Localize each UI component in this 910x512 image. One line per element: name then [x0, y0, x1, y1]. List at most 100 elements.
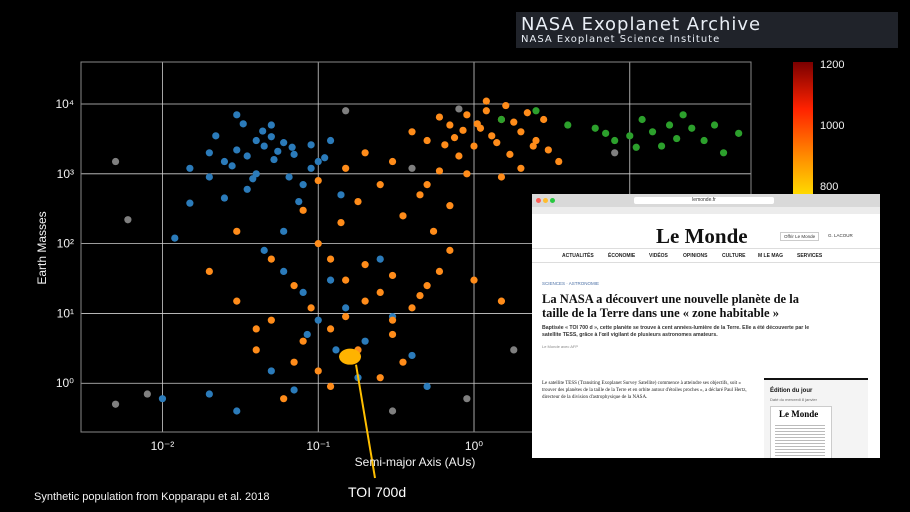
- data-point: [388, 316, 397, 324]
- data-point: [342, 313, 350, 321]
- data-point: [361, 261, 369, 269]
- y-tick-label: 10⁰: [56, 376, 74, 390]
- data-point: [252, 136, 260, 145]
- x-tick-label: 10⁰: [465, 439, 483, 453]
- breadcrumb: SCIENCES · ASTRONOMIE: [542, 281, 600, 286]
- data-point: [186, 164, 194, 172]
- data-point: [517, 128, 525, 136]
- data-point: [361, 337, 369, 345]
- data-point: [299, 206, 307, 214]
- data-point: [388, 407, 397, 415]
- data-point: [243, 185, 251, 193]
- data-point: [252, 325, 260, 333]
- data-point: [611, 149, 619, 157]
- data-point: [532, 107, 540, 115]
- data-point: [299, 181, 307, 189]
- data-point: [267, 255, 275, 263]
- data-point: [602, 129, 610, 137]
- banner-subtitle: NASA Exoplanet Science Institute: [521, 34, 721, 45]
- article-body: Le satellite TESS (Transiting Exoplanet …: [542, 381, 747, 400]
- data-point: [212, 132, 220, 140]
- data-point: [332, 346, 340, 354]
- toi-highlight-point: [339, 348, 362, 365]
- data-point: [376, 181, 384, 189]
- data-point: [267, 367, 275, 375]
- data-point: [205, 390, 213, 398]
- data-point: [205, 267, 213, 275]
- data-point: [307, 164, 315, 172]
- data-point: [228, 162, 236, 170]
- data-point: [665, 121, 674, 129]
- data-point: [299, 337, 307, 345]
- data-point: [470, 142, 478, 150]
- data-point: [564, 121, 572, 129]
- source-caption: Synthetic population from Kopparapu et a…: [34, 491, 270, 503]
- article-meta: Le Monde avec AFP: [542, 344, 579, 349]
- data-point: [450, 134, 459, 142]
- data-point: [399, 212, 407, 220]
- data-point: [529, 142, 537, 150]
- data-point: [326, 325, 335, 333]
- data-point: [290, 150, 298, 158]
- y-axis-label: Earth Masses: [35, 211, 49, 284]
- y-tick-label: 10²: [57, 237, 74, 251]
- data-point: [267, 121, 275, 129]
- data-point: [463, 111, 471, 119]
- data-point: [502, 101, 510, 110]
- data-point: [611, 136, 619, 145]
- data-point: [270, 155, 278, 164]
- toi-pointer-line: [355, 364, 376, 479]
- data-point: [342, 164, 350, 172]
- data-point: [446, 246, 454, 254]
- data-point: [719, 149, 728, 157]
- data-point: [280, 139, 288, 147]
- data-point: [482, 97, 490, 105]
- y-tick-label: 10⁴: [55, 97, 74, 111]
- data-point: [243, 152, 251, 160]
- data-point: [307, 304, 315, 312]
- data-point: [326, 136, 335, 145]
- data-point: [205, 149, 213, 157]
- data-point: [280, 267, 288, 275]
- data-point: [280, 227, 288, 235]
- data-point: [523, 109, 531, 117]
- data-point: [307, 141, 315, 149]
- colorbar-tick: 1000: [820, 120, 844, 132]
- data-point: [435, 267, 444, 275]
- data-point: [326, 382, 335, 391]
- data-point: [493, 139, 501, 147]
- data-point: [632, 143, 640, 151]
- data-point: [388, 330, 397, 339]
- data-point: [260, 246, 268, 254]
- data-point: [285, 173, 293, 181]
- data-point: [239, 120, 247, 128]
- offer-button: Offrir Le Monde: [780, 232, 820, 241]
- y-tick-label: 10¹: [57, 306, 74, 320]
- data-point: [342, 107, 350, 115]
- data-point: [354, 197, 362, 206]
- data-point: [435, 167, 444, 175]
- data-point: [124, 216, 132, 224]
- data-point: [111, 157, 120, 166]
- data-point: [532, 136, 540, 145]
- data-point: [510, 118, 518, 126]
- toi-label: TOI 700d: [348, 484, 407, 500]
- data-point: [463, 170, 471, 178]
- data-point: [186, 199, 194, 207]
- data-point: [429, 227, 438, 235]
- x-axis-label: Semi-major Axis (AUs): [355, 455, 476, 469]
- data-point: [408, 128, 416, 136]
- data-point: [710, 121, 719, 129]
- data-point: [303, 330, 311, 339]
- data-point: [679, 111, 687, 119]
- y-tick-label: 10³: [57, 167, 74, 181]
- data-point: [555, 157, 563, 166]
- banner-title: NASA Exoplanet Archive: [521, 14, 762, 35]
- data-point: [423, 282, 431, 290]
- data-point: [423, 181, 431, 189]
- colorbar-tick: 1200: [820, 59, 844, 71]
- data-point: [497, 297, 506, 305]
- bookmarks-bar: [532, 207, 880, 214]
- data-point: [267, 133, 275, 141]
- data-point: [280, 395, 288, 403]
